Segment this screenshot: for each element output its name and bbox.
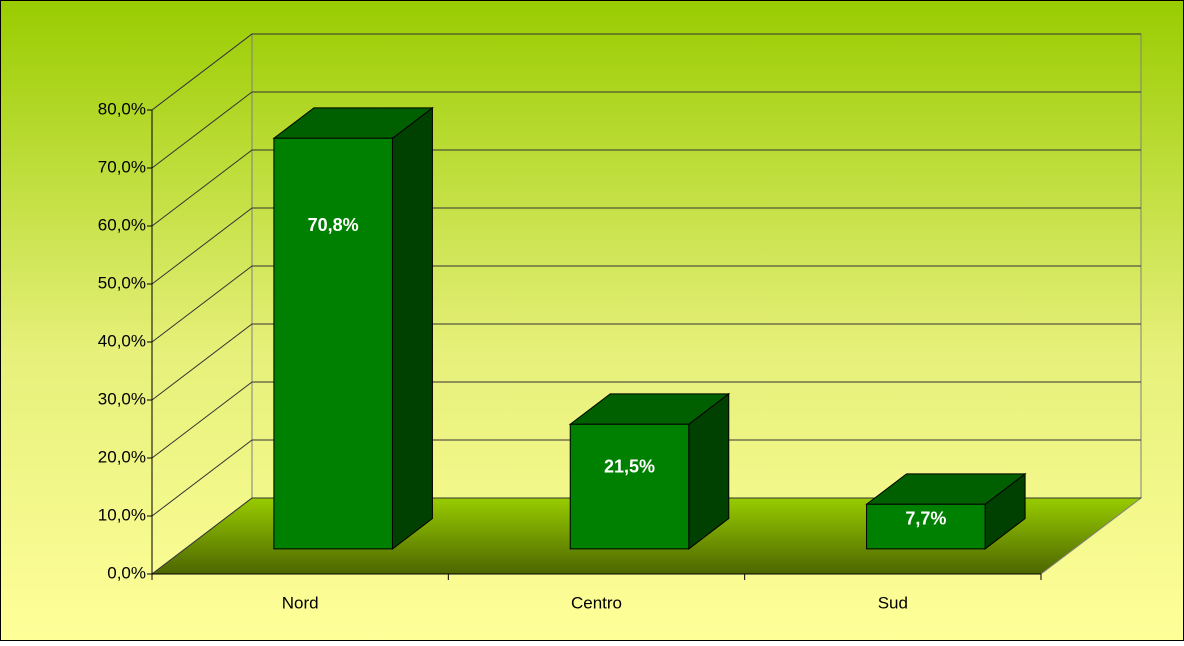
grid-line	[151, 439, 1141, 517]
value-label: 70,8%	[308, 215, 359, 235]
bar-side	[391, 106, 433, 550]
bar	[568, 392, 731, 550]
y-tick-label: 50,0%	[98, 273, 146, 292]
grid-line	[151, 33, 1141, 111]
y-tick-label: 20,0%	[98, 447, 146, 466]
grid-line	[151, 207, 1141, 285]
y-tick-label: 30,0%	[98, 389, 146, 408]
bar	[272, 106, 434, 550]
grid-line	[151, 149, 1141, 227]
grid-line	[151, 323, 1141, 401]
plot-area: 0,0% 10,0% 20,0% 30,0% 40,0% 50,0% 60,0% 70,0% 8…	[98, 32, 1143, 612]
bar-front	[273, 137, 393, 550]
y-tick-label: 70,0%	[98, 157, 146, 176]
value-label: 7,7%	[905, 509, 946, 529]
grid-line	[151, 91, 1141, 169]
x-tick-label: Nord	[282, 593, 319, 612]
y-tick-label: 0,0%	[107, 563, 146, 582]
x-tick-label: Centro	[571, 593, 622, 612]
y-tick-label: 60,0%	[98, 215, 146, 234]
bar	[865, 472, 1027, 550]
y-tick-label: 10,0%	[98, 505, 146, 524]
value-label: 21,5%	[604, 457, 655, 477]
bar-front	[866, 503, 986, 550]
y-tick-label: 40,0%	[98, 331, 146, 350]
x-tick-label: Sud	[878, 593, 908, 612]
bar-front	[569, 423, 690, 550]
grid-line	[151, 265, 1141, 343]
grid-line	[151, 497, 1141, 575]
y-tick-label: 80,0%	[98, 99, 146, 118]
grid-line	[151, 381, 1141, 459]
